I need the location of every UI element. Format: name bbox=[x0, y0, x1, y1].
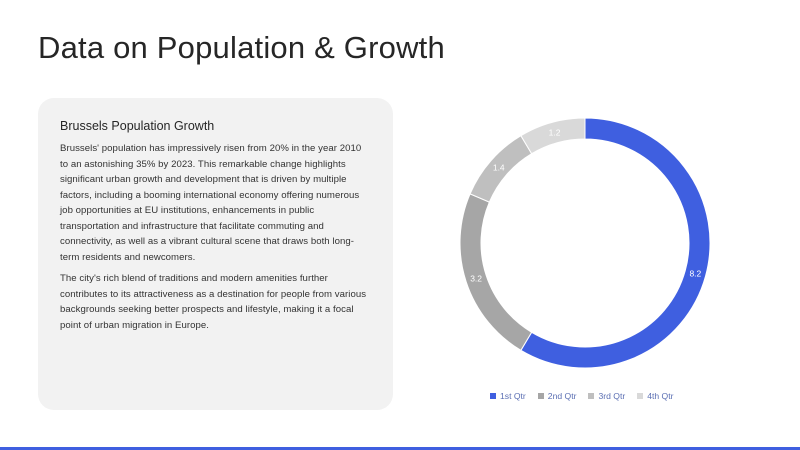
doughnut-chart-svg: 8.2 3.2 1.4 1.2 bbox=[460, 118, 710, 368]
legend-item-4: 4th Qtr bbox=[637, 391, 674, 401]
doughnut-slice-1 bbox=[520, 118, 710, 368]
legend-swatch-2 bbox=[537, 393, 544, 399]
legend-swatch-4 bbox=[637, 393, 644, 399]
doughnut-data-label-1: 8.2 bbox=[689, 268, 701, 278]
doughnut-data-label-4: 1.2 bbox=[549, 128, 561, 138]
legend-label-3: 3rd Qtr bbox=[598, 391, 626, 401]
doughnut-data-label-3: 1.4 bbox=[493, 163, 505, 173]
card-paragraph-1: Brussels' population has impressively ri… bbox=[60, 143, 362, 263]
slide-title: Data on Population & Growth bbox=[38, 30, 445, 65]
doughnut-slice-4 bbox=[520, 118, 586, 155]
legend-swatch-3 bbox=[588, 393, 595, 399]
doughnut-slice-2 bbox=[460, 193, 533, 351]
legend-item-3: 3rd Qtr bbox=[588, 391, 625, 401]
text-card: Brussels Population Growth Brussels' pop… bbox=[38, 98, 393, 410]
legend-swatch-1 bbox=[490, 393, 496, 399]
card-paragraph-2: The city's rich blend of traditions and … bbox=[60, 273, 367, 331]
card-heading: Brussels Population Growth bbox=[60, 119, 215, 133]
legend-label-1: 1st Qtr bbox=[500, 391, 526, 401]
legend-item-2: 2nd Qtr bbox=[537, 391, 577, 401]
legend-item-1: 1st Qtr bbox=[490, 391, 526, 401]
bottom-accent-bar bbox=[0, 447, 800, 450]
legend-label-2: 2nd Qtr bbox=[547, 391, 577, 401]
chart-legend: 1st Qtr 2nd Qtr 3rd Qtr 4th Qtr bbox=[490, 391, 674, 401]
legend-label-4: 4th Qtr bbox=[647, 391, 674, 401]
doughnut-chart: 8.2 3.2 1.4 1.2 bbox=[460, 118, 710, 368]
doughnut-data-label-2: 3.2 bbox=[470, 273, 482, 283]
